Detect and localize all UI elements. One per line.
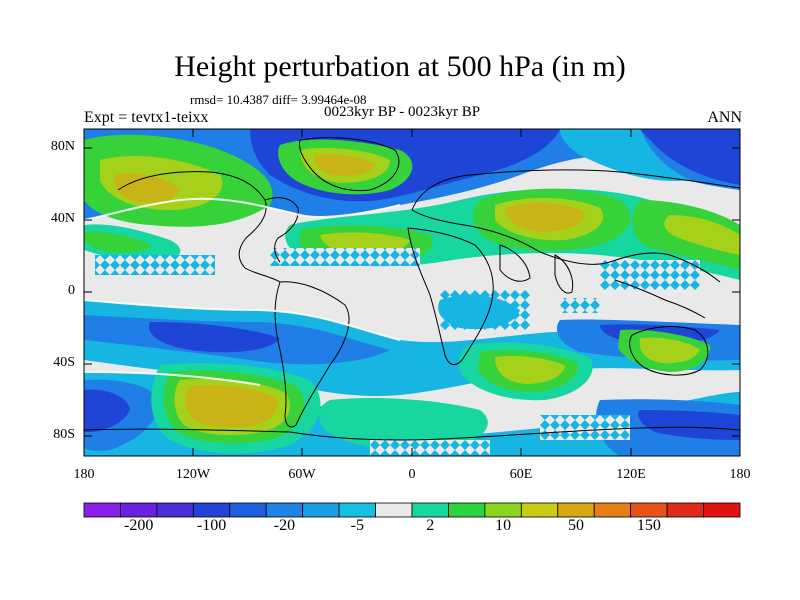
colorbar-label: -200 <box>123 517 154 534</box>
season-label: ANN <box>707 109 742 126</box>
colorbar-swatch <box>630 502 668 518</box>
colorbar-swatch <box>448 502 486 518</box>
colorbar-label: -5 <box>350 517 364 534</box>
axis-ticks <box>84 129 740 456</box>
colorbar-swatch <box>229 502 267 518</box>
colorbar-swatch <box>156 502 194 518</box>
colorbar-swatch <box>557 502 595 518</box>
colorbar-label: -100 <box>196 517 227 534</box>
colorbar-swatch <box>375 502 413 518</box>
coastlines <box>84 137 740 441</box>
colorbar-swatch <box>703 502 741 518</box>
colorbar-swatch <box>265 502 304 518</box>
colorbar-swatch <box>666 502 704 518</box>
lon-label-60w: 60W <box>288 467 316 482</box>
lat-label-eq: 0 <box>68 283 75 298</box>
colorbar-swatch <box>411 502 449 518</box>
map-title: Height perturbation at 500 hPa (in m) <box>174 50 626 83</box>
colorbar-label: 10 <box>495 517 512 534</box>
colorbar <box>83 502 741 518</box>
lat-label-80s: 80S <box>53 427 75 442</box>
colorbar-swatch <box>83 502 121 518</box>
lon-label-180w: 180 <box>73 467 95 482</box>
colorbar-label: 150 <box>636 517 661 534</box>
lon-label-120e: 120E <box>616 467 646 482</box>
lon-label-180e: 180 <box>729 467 751 482</box>
colorbar-swatch <box>302 502 340 518</box>
contour-field <box>84 129 740 456</box>
lon-label-0: 0 <box>408 467 416 482</box>
colorbar-label: 2 <box>426 517 435 534</box>
colorbar-label: -20 <box>273 517 296 534</box>
lon-label-60e: 60E <box>509 467 533 482</box>
colorbar-swatch <box>593 502 632 518</box>
colorbar-swatch <box>120 502 158 518</box>
lat-label-40s: 40S <box>53 355 75 370</box>
colorbar-swatch <box>338 502 376 518</box>
period-label: 0023kyr BP - 0023kyr BP <box>324 104 481 120</box>
lon-label-120w: 120W <box>175 467 211 482</box>
colorbar-swatch <box>520 502 559 518</box>
colorbar-swatch <box>484 502 522 518</box>
colorbar-swatch <box>192 502 231 518</box>
experiment-label: Expt = tevtx1-teixx <box>84 109 209 126</box>
lat-label-80n: 80N <box>50 139 75 154</box>
lat-label-40n: 40N <box>50 211 75 226</box>
stats-label: rmsd= 10.4387 diff= 3.99464e-08 <box>190 92 367 107</box>
colorbar-label: 50 <box>568 517 584 534</box>
